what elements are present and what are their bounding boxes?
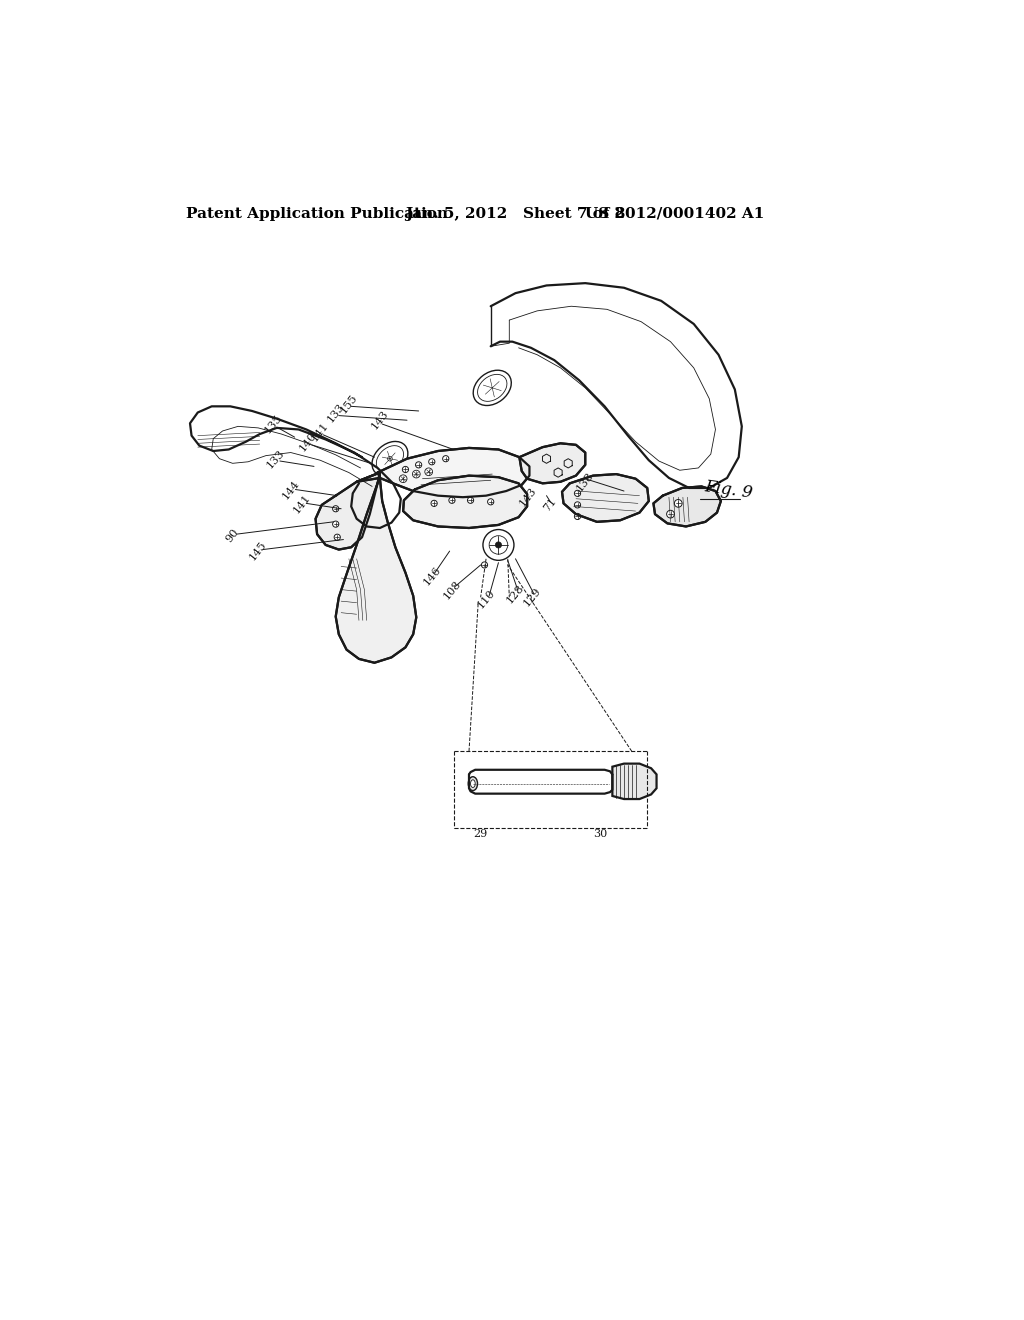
Circle shape [481, 562, 487, 568]
Circle shape [667, 511, 675, 517]
Circle shape [483, 529, 514, 560]
Ellipse shape [471, 780, 475, 788]
Text: 133: 133 [264, 447, 286, 470]
Circle shape [333, 521, 339, 527]
Text: 90: 90 [224, 527, 241, 544]
Circle shape [413, 470, 420, 478]
Circle shape [402, 466, 409, 473]
Text: 146: 146 [421, 565, 442, 587]
Text: 155: 155 [338, 392, 359, 414]
Text: US 2012/0001402 A1: US 2012/0001402 A1 [586, 207, 765, 220]
Text: Patent Application Publication: Patent Application Publication [186, 207, 449, 220]
Circle shape [496, 541, 502, 548]
Text: 108: 108 [441, 578, 463, 601]
Text: Jan. 5, 2012   Sheet 7 of 8: Jan. 5, 2012 Sheet 7 of 8 [406, 207, 626, 220]
Polygon shape [403, 475, 527, 528]
Circle shape [574, 513, 581, 520]
Circle shape [442, 455, 449, 462]
Text: 141: 141 [291, 492, 312, 515]
Circle shape [334, 535, 340, 540]
Circle shape [449, 498, 455, 503]
Circle shape [431, 500, 437, 507]
Polygon shape [653, 487, 721, 527]
Circle shape [574, 490, 581, 496]
Text: 143: 143 [370, 409, 390, 432]
Circle shape [489, 536, 508, 554]
Text: 129: 129 [522, 586, 544, 609]
Circle shape [574, 502, 581, 508]
Text: 145: 145 [248, 540, 268, 562]
Polygon shape [612, 763, 656, 799]
Polygon shape [562, 474, 649, 521]
Circle shape [333, 506, 339, 512]
Text: 30: 30 [594, 829, 608, 840]
Text: Fig. 9: Fig. 9 [703, 478, 754, 502]
Polygon shape [519, 444, 586, 483]
Circle shape [388, 457, 392, 461]
Text: 140: 140 [297, 430, 318, 453]
Text: 144: 144 [281, 478, 301, 502]
Ellipse shape [468, 776, 477, 791]
Text: 143: 143 [517, 486, 539, 508]
Circle shape [675, 499, 682, 507]
Text: 138: 138 [574, 470, 596, 494]
Circle shape [467, 498, 474, 503]
Polygon shape [378, 447, 529, 498]
Text: 133: 133 [326, 401, 346, 424]
Circle shape [487, 499, 494, 506]
Polygon shape [336, 473, 417, 663]
Circle shape [425, 469, 432, 475]
Text: 110: 110 [475, 587, 497, 610]
Text: 141: 141 [309, 420, 331, 444]
Text: 128: 128 [505, 582, 526, 605]
Circle shape [416, 462, 422, 469]
Circle shape [429, 458, 435, 465]
Polygon shape [315, 473, 380, 549]
Text: 71: 71 [542, 496, 559, 513]
Text: 135: 135 [263, 413, 285, 436]
Text: 29: 29 [473, 829, 487, 840]
Circle shape [399, 475, 407, 483]
